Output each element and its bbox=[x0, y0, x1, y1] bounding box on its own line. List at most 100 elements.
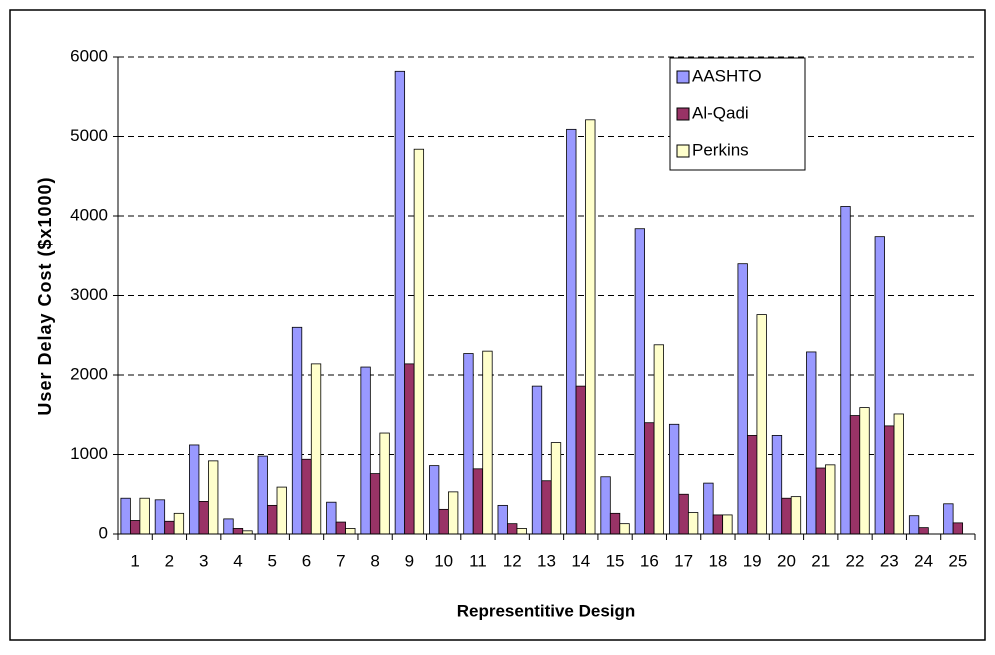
chart-frame bbox=[9, 9, 986, 641]
x-tick-label: 24 bbox=[914, 551, 933, 570]
x-tick-label: 1 bbox=[130, 551, 139, 570]
bar bbox=[849, 415, 861, 535]
x-tick-label: 14 bbox=[571, 551, 590, 570]
x-tick-label: 2 bbox=[165, 551, 174, 570]
bar bbox=[893, 413, 904, 535]
x-tick-label: 13 bbox=[537, 551, 556, 570]
bar bbox=[790, 496, 802, 535]
x-tick-label: 6 bbox=[302, 551, 311, 570]
bar bbox=[120, 497, 131, 535]
bar bbox=[232, 528, 244, 535]
bar bbox=[874, 236, 885, 535]
bar bbox=[326, 501, 337, 535]
y-axis-label: User Delay Cost ($x1000) bbox=[35, 176, 55, 415]
x-tick-label: 7 bbox=[336, 551, 345, 570]
bar bbox=[668, 423, 680, 535]
x-tick-label: 17 bbox=[674, 551, 693, 570]
y-tick-label: 6000 bbox=[70, 46, 108, 65]
bar bbox=[771, 435, 783, 535]
bar bbox=[257, 455, 268, 535]
bar bbox=[164, 520, 175, 535]
bar bbox=[438, 508, 449, 535]
x-tick-label: 10 bbox=[434, 551, 453, 570]
bar bbox=[806, 351, 817, 535]
bar bbox=[737, 263, 748, 535]
bar bbox=[825, 464, 836, 535]
bar bbox=[918, 527, 929, 535]
bar bbox=[335, 521, 346, 535]
bar bbox=[678, 493, 689, 535]
bar bbox=[619, 523, 630, 535]
bar bbox=[859, 407, 870, 535]
x-tick-label: 23 bbox=[880, 551, 899, 570]
x-tick-label: 8 bbox=[370, 551, 379, 570]
bar bbox=[516, 528, 527, 535]
bar bbox=[531, 385, 543, 535]
bar bbox=[345, 528, 356, 535]
x-tick-label: 19 bbox=[743, 551, 762, 570]
bar bbox=[394, 70, 406, 535]
bar bbox=[781, 497, 792, 535]
bar bbox=[600, 476, 611, 535]
bar bbox=[550, 442, 562, 535]
x-tick-label: 20 bbox=[777, 551, 796, 570]
legend-swatch bbox=[676, 144, 690, 158]
x-axis-label: Representitive Design bbox=[457, 601, 636, 620]
bar bbox=[722, 514, 733, 535]
bar bbox=[208, 460, 219, 535]
x-tick-label: 18 bbox=[708, 551, 727, 570]
legend-box bbox=[669, 57, 806, 171]
bar bbox=[908, 515, 920, 535]
bar bbox=[815, 467, 826, 535]
bar bbox=[267, 504, 278, 535]
bar bbox=[291, 326, 303, 535]
bar bbox=[585, 119, 596, 535]
bar bbox=[154, 499, 166, 535]
bar bbox=[379, 432, 390, 535]
bar bbox=[653, 344, 664, 535]
legend-label: Perkins bbox=[692, 140, 749, 159]
bar bbox=[575, 385, 586, 535]
legend-swatch bbox=[676, 107, 690, 121]
y-tick-label: 4000 bbox=[70, 205, 108, 224]
bar bbox=[756, 314, 767, 535]
x-tick-label: 15 bbox=[606, 551, 625, 570]
bar bbox=[943, 503, 954, 535]
x-tick-label: 5 bbox=[268, 551, 277, 570]
x-tick-label: 3 bbox=[199, 551, 208, 570]
x-tick-label: 21 bbox=[811, 551, 830, 570]
bar bbox=[712, 514, 724, 535]
x-tick-label: 9 bbox=[405, 551, 414, 570]
legend-label: Al-Qadi bbox=[692, 103, 749, 122]
bar bbox=[609, 512, 621, 535]
bar bbox=[566, 128, 577, 535]
bar bbox=[310, 363, 322, 535]
bar bbox=[276, 486, 287, 535]
bar bbox=[413, 148, 425, 535]
bar bbox=[472, 468, 484, 535]
x-tick-label: 11 bbox=[469, 551, 487, 570]
bar bbox=[703, 482, 714, 535]
bar bbox=[634, 228, 645, 535]
bar bbox=[129, 520, 141, 535]
bar bbox=[198, 501, 209, 535]
bar bbox=[189, 444, 200, 535]
y-tick-label: 2000 bbox=[70, 364, 108, 383]
x-tick-label: 22 bbox=[846, 551, 865, 570]
x-tick-label: 16 bbox=[640, 551, 659, 570]
legend-label: AASHTO bbox=[692, 66, 762, 85]
bar bbox=[507, 523, 518, 535]
y-tick-label: 3000 bbox=[70, 285, 108, 304]
bar bbox=[223, 518, 234, 535]
y-tick-label: 1000 bbox=[70, 444, 108, 463]
bar bbox=[840, 206, 851, 535]
bar bbox=[369, 473, 381, 535]
bar bbox=[952, 522, 964, 535]
bar bbox=[497, 504, 508, 535]
bar bbox=[139, 497, 150, 535]
bar bbox=[173, 512, 185, 535]
bar bbox=[448, 491, 459, 535]
x-tick-label: 25 bbox=[948, 551, 967, 570]
bar bbox=[463, 353, 474, 535]
